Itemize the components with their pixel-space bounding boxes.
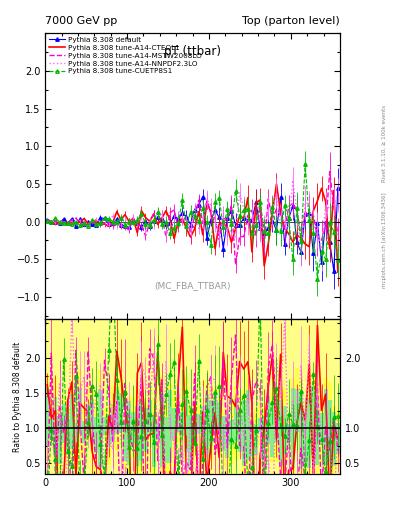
Legend: Pythia 8.308 default, Pythia 8.308 tune-A14-CTEQL1, Pythia 8.308 tune-A14-MSTW20: Pythia 8.308 default, Pythia 8.308 tune-… bbox=[48, 35, 203, 76]
Y-axis label: Ratio to Pythia 8.308 default: Ratio to Pythia 8.308 default bbox=[13, 342, 22, 452]
Text: mcplots.cern.ch [arXiv:1306.3436]: mcplots.cern.ch [arXiv:1306.3436] bbox=[382, 193, 387, 288]
Text: (MC_FBA_TTBAR): (MC_FBA_TTBAR) bbox=[154, 281, 231, 290]
Text: Rivet 3.1.10, ≥ 100k events: Rivet 3.1.10, ≥ 100k events bbox=[382, 105, 387, 182]
Text: 7000 GeV pp: 7000 GeV pp bbox=[45, 16, 118, 27]
Text: Top (parton level): Top (parton level) bbox=[242, 16, 340, 27]
Text: pT (ttbar): pT (ttbar) bbox=[164, 45, 221, 58]
